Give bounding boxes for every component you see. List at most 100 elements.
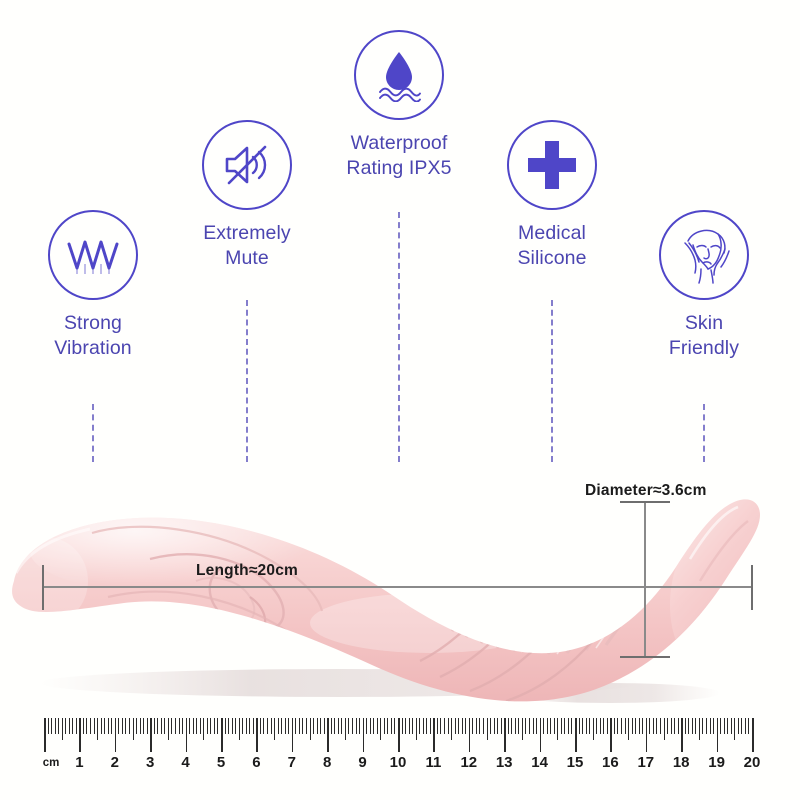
ruler-minor-tick — [465, 718, 467, 734]
ruler-minor-tick — [401, 718, 403, 734]
ruler-half-tick — [61, 718, 63, 740]
ruler-major-tick — [504, 718, 506, 752]
feature-label: Strong Vibration — [54, 312, 132, 359]
ruler-half-tick — [132, 718, 134, 740]
ruler-minor-tick — [213, 718, 215, 734]
ruler-minor-tick — [730, 718, 732, 734]
feature-extremely-mute[interactable]: Extremely Mute — [154, 120, 340, 271]
ruler-major-tick — [468, 718, 471, 752]
ruler-minor-tick — [242, 718, 244, 734]
ruler-minor-tick — [359, 718, 361, 734]
ruler-minor-tick — [259, 718, 261, 734]
ruler-minor-tick — [143, 718, 145, 734]
ruler-minor-tick — [621, 718, 623, 734]
ruler-minor-tick — [118, 718, 120, 734]
ruler-minor-tick — [277, 718, 279, 734]
ruler-major-tick — [291, 718, 294, 752]
ruler-minor-tick — [369, 718, 371, 734]
ruler: cm 1 2 3 4 5 6 7 8 9 10 11 12 13 14 15 16 17 18 19 20 — [0, 708, 800, 778]
feature-strong-vibration[interactable]: Strong Vibration — [0, 210, 186, 361]
ruler-minor-tick — [224, 718, 226, 734]
ruler-minor-tick — [479, 718, 481, 734]
ruler-minor-tick — [472, 718, 474, 734]
ruler-number: 16 — [602, 754, 619, 771]
ruler-half-tick — [167, 718, 169, 740]
ruler-minor-tick — [199, 718, 201, 734]
ruler-minor-tick — [196, 718, 198, 734]
mute-speaker-glyph — [225, 145, 267, 185]
ruler-number: 18 — [672, 754, 690, 771]
ruler-minor-tick — [139, 718, 141, 734]
connector-dash-medical-silicone — [551, 300, 553, 462]
ruler-minor-tick — [436, 718, 438, 734]
ruler-minor-tick — [518, 718, 520, 734]
ruler-minor-tick — [677, 718, 679, 734]
ruler-minor-tick — [153, 718, 155, 734]
connector-dash-waterproof — [398, 212, 400, 462]
ruler-minor-tick — [288, 718, 290, 734]
ruler-half-tick — [663, 718, 665, 740]
ruler-minor-tick — [475, 718, 477, 734]
ruler-half-tick — [592, 718, 594, 740]
ruler-minor-tick — [659, 718, 661, 734]
ruler-minor-tick — [305, 718, 307, 734]
ruler-minor-tick — [713, 718, 715, 734]
ruler-number: 1 — [75, 754, 84, 771]
ruler-major-tick — [114, 718, 117, 752]
feature-skin-friendly[interactable]: Skin Friendly — [611, 210, 797, 361]
ruler-minor-tick — [376, 718, 378, 734]
ruler-minor-tick — [231, 718, 233, 734]
ruler-minor-tick — [571, 718, 573, 734]
ruler-minor-tick — [182, 718, 184, 734]
ruler-minor-tick — [412, 718, 414, 734]
ruler-minor-tick — [691, 718, 693, 734]
ruler-half-tick — [274, 718, 276, 740]
ruler-minor-tick — [422, 718, 424, 734]
ruler-minor-tick — [667, 718, 669, 734]
ruler-minor-tick — [320, 718, 322, 734]
connector-dash-skin-friendly — [703, 404, 705, 462]
ruler-minor-tick — [51, 718, 53, 734]
ruler-number: 13 — [495, 754, 513, 771]
ruler-major-tick — [79, 718, 81, 752]
ruler-minor-tick — [596, 718, 598, 734]
ruler-minor-tick — [444, 718, 446, 734]
ruler-minor-tick — [394, 718, 396, 734]
ruler-minor-tick — [695, 718, 697, 734]
ruler-minor-tick — [440, 718, 442, 734]
diameter-measure-label: Diameter≈3.6cm — [585, 482, 707, 499]
ruler-number: 12 — [460, 754, 478, 771]
ruler-minor-tick — [217, 718, 219, 734]
ruler-minor-tick — [111, 718, 113, 734]
feature-label: Waterproof Rating IPX5 — [346, 132, 452, 179]
feature-medical-silicone[interactable]: Medical Silicone — [459, 120, 645, 271]
length-measure-line — [42, 586, 752, 588]
ruler-number: 10 — [389, 754, 407, 771]
ruler-minor-tick — [702, 718, 704, 734]
ruler-minor-tick — [585, 718, 587, 734]
ruler-major-tick — [539, 718, 542, 752]
ruler-minor-tick — [192, 718, 194, 734]
ruler-minor-tick — [82, 718, 84, 734]
diameter-measure-cap-top — [620, 501, 670, 503]
ruler-minor-tick — [373, 718, 375, 734]
ruler-minor-tick — [160, 718, 162, 734]
ruler-minor-tick — [525, 718, 527, 734]
ruler-minor-tick — [316, 718, 318, 734]
ruler-minor-tick — [507, 718, 509, 734]
ruler-number: 20 — [743, 754, 761, 771]
ruler-major-tick — [752, 718, 754, 752]
ruler-minor-tick — [128, 718, 130, 734]
ruler-major-tick — [256, 718, 258, 752]
ruler-minor-tick — [341, 718, 343, 734]
ruler-half-tick — [451, 718, 453, 740]
water-drop-waves-icon — [354, 30, 444, 120]
ruler-minor-tick — [249, 718, 251, 734]
feature-label: Extremely Mute — [203, 222, 291, 269]
ruler-major-tick — [150, 718, 152, 752]
ruler-minor-tick — [511, 718, 513, 734]
feature-waterproof-rating[interactable]: Waterproof Rating IPX5 — [306, 30, 492, 181]
ruler-major-tick — [221, 718, 223, 752]
ruler-minor-tick — [737, 718, 739, 734]
ruler-minor-tick — [419, 718, 421, 734]
